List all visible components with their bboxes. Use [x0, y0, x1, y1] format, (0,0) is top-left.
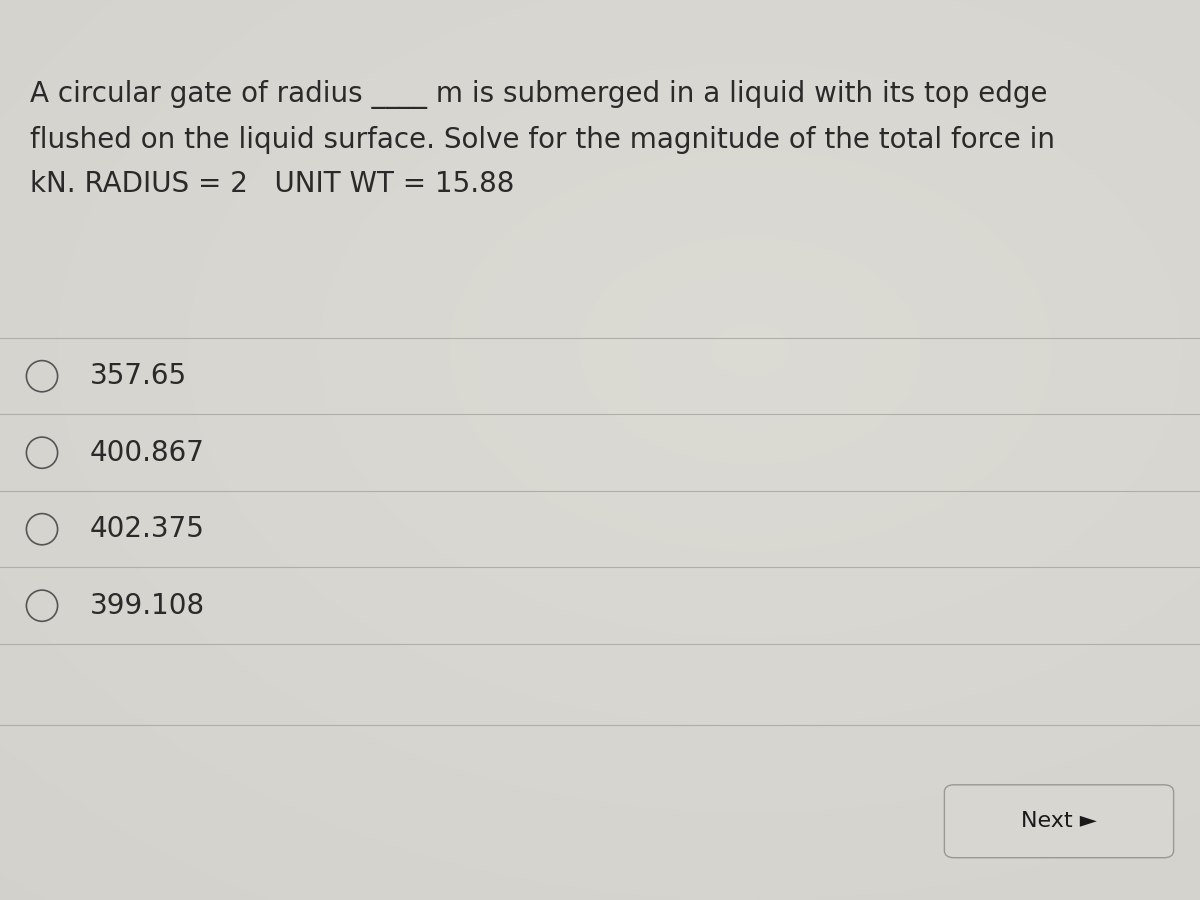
- Text: 399.108: 399.108: [90, 591, 205, 620]
- Text: 400.867: 400.867: [90, 438, 205, 467]
- Text: A circular gate of radius ____ m is submerged in a liquid with its top edge: A circular gate of radius ____ m is subm…: [30, 80, 1048, 109]
- Text: flushed on the liquid surface. Solve for the magnitude of the total force in: flushed on the liquid surface. Solve for…: [30, 125, 1055, 154]
- FancyBboxPatch shape: [944, 785, 1174, 858]
- Text: kN. RADIUS = 2   UNIT WT = 15.88: kN. RADIUS = 2 UNIT WT = 15.88: [30, 170, 515, 199]
- Text: Next ►: Next ►: [1021, 811, 1097, 832]
- Text: 402.375: 402.375: [90, 515, 205, 544]
- Text: 357.65: 357.65: [90, 362, 187, 391]
